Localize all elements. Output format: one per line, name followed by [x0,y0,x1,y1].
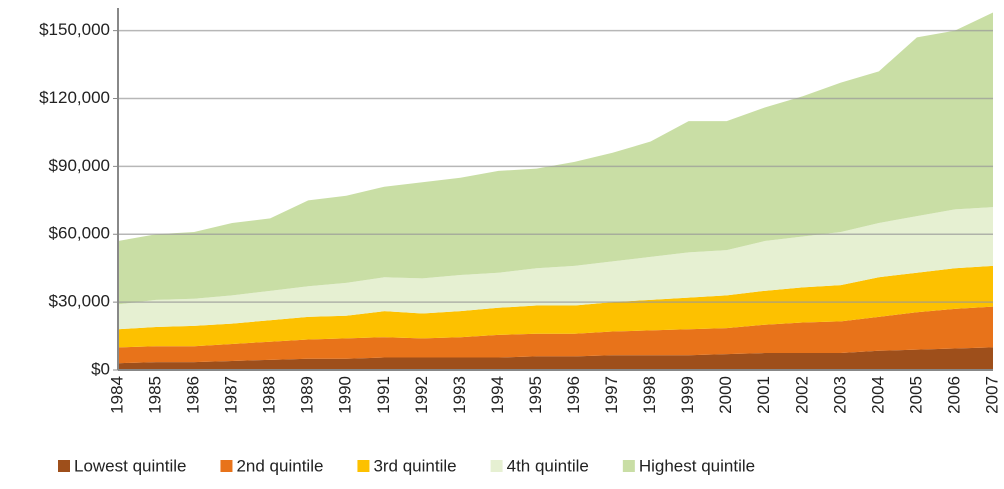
x-tick-label: 1990 [336,376,355,414]
x-tick-label: 1999 [678,376,697,414]
legend-label: Highest quintile [639,456,755,475]
x-tick-label: 1994 [488,376,507,414]
y-tick-label: $60,000 [49,224,110,243]
legend-label: 4th quintile [507,456,589,475]
x-tick-label: 1984 [107,376,126,414]
area [118,207,993,330]
area [118,306,993,364]
legend-swatch [220,460,233,472]
y-tick-label: $120,000 [39,88,110,107]
x-tick-label: 1997 [602,376,621,414]
x-tick-label: 1996 [564,376,583,414]
x-tick-label: 1987 [222,376,241,414]
x-tick-label: 2005 [906,376,925,414]
legend-swatch [622,460,635,472]
area [118,265,993,348]
x-tick-label: 1993 [450,376,469,414]
x-tick-label: 1988 [260,376,279,414]
legend-label: 2nd quintile [236,456,323,475]
x-tick-label: 2003 [830,376,849,414]
area [118,12,993,305]
x-tick-label: 1991 [374,376,393,414]
x-tick-label: 1989 [298,376,317,414]
y-tick-label: $150,000 [39,20,110,39]
y-tick-label: $30,000 [49,292,110,311]
x-tick-label: 2002 [792,376,811,414]
legend-swatch [490,460,503,472]
x-tick-label: 1998 [640,376,659,414]
legend-label: Lowest quintile [74,456,186,475]
x-tick-label: 1995 [526,376,545,414]
x-tick-label: 2000 [716,376,735,414]
y-tick-label: $90,000 [49,156,110,175]
y-tick-label: $0 [91,359,110,378]
x-tick-label: 2007 [982,376,1001,414]
x-tick-label: 2004 [868,376,887,414]
x-tick-label: 1992 [412,376,431,414]
x-tick-label: 2001 [754,376,773,414]
legend-swatch [357,460,370,472]
legend-swatch [58,460,70,472]
legend-label: 3rd quintile [373,456,456,475]
x-tick-label: 1986 [184,376,203,414]
x-tick-label: 2006 [944,376,963,414]
x-tick-label: 1985 [146,376,165,414]
